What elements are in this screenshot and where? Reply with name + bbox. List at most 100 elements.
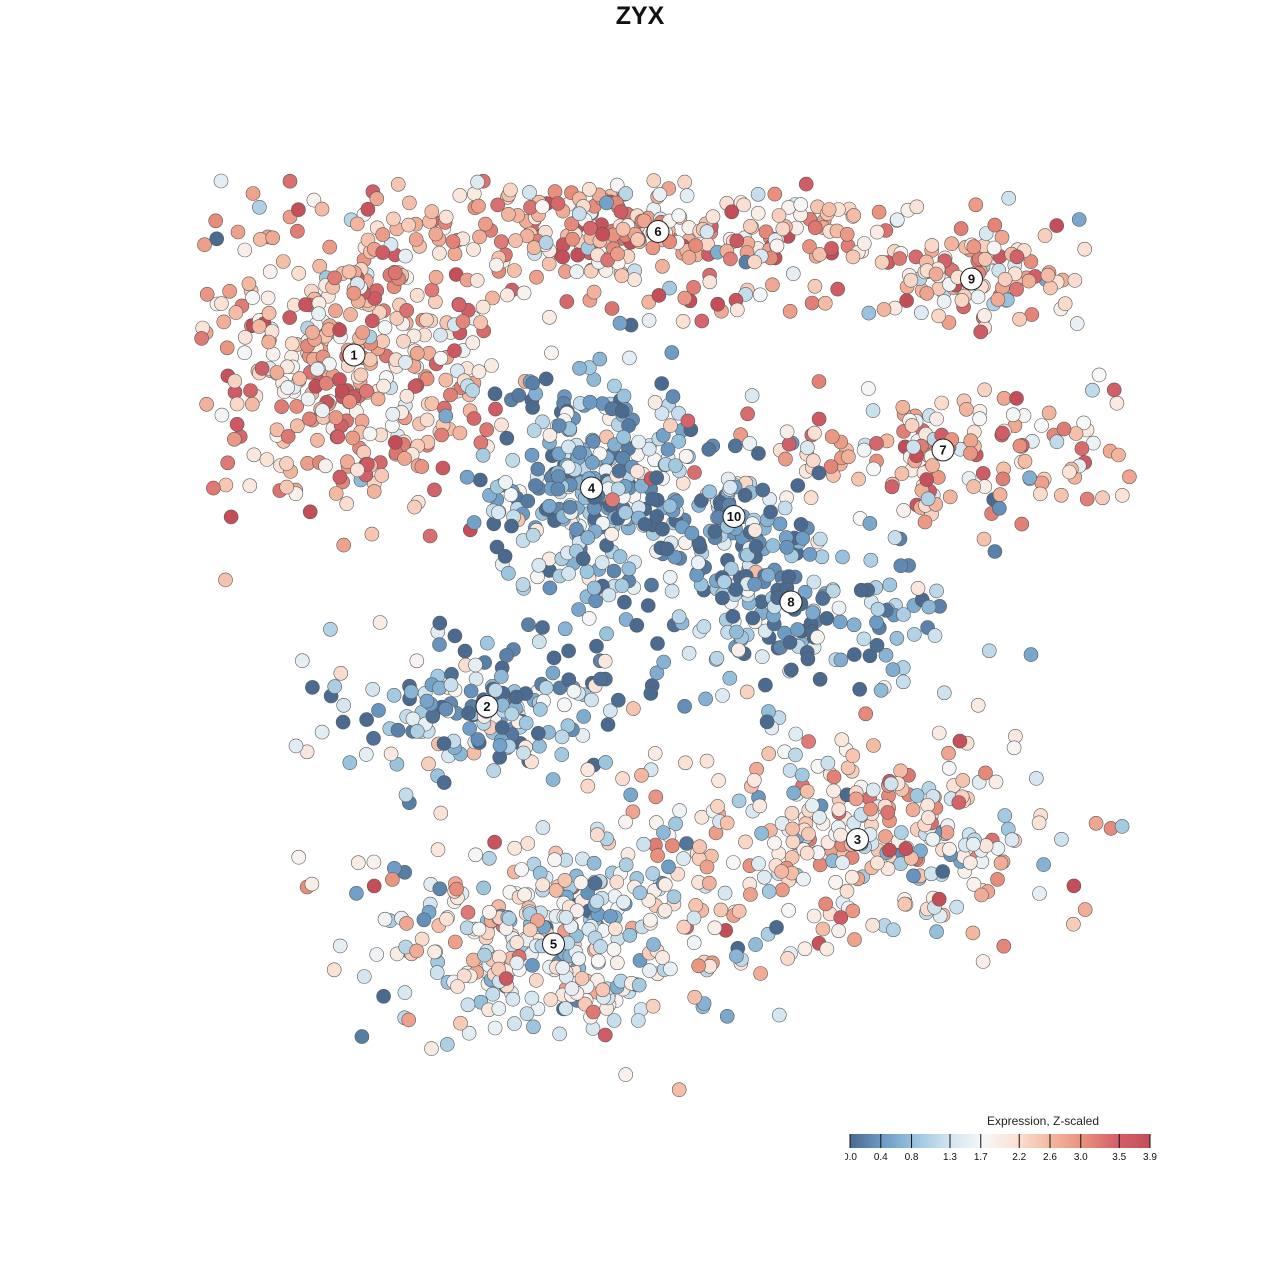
- cell-point: [570, 247, 585, 263]
- cell-point: [929, 583, 944, 599]
- cell-point: [612, 549, 628, 564]
- cell-point: [755, 482, 771, 498]
- cell-point: [716, 574, 732, 590]
- cell-point: [416, 912, 432, 928]
- cluster-label-text: 3: [854, 832, 861, 847]
- cell-point: [865, 782, 881, 798]
- cell-point: [878, 829, 893, 844]
- cell-point: [573, 875, 589, 890]
- cell-point: [666, 889, 682, 905]
- cell-point: [377, 320, 393, 335]
- cell-point: [814, 549, 830, 565]
- cell-point: [561, 643, 576, 659]
- cell-point: [586, 855, 602, 871]
- cell-point: [934, 395, 950, 411]
- cell-point: [649, 509, 665, 524]
- cell-point: [1031, 815, 1047, 831]
- cell-point: [869, 637, 885, 653]
- cluster-label-5: 5: [542, 932, 565, 956]
- cell-point: [581, 182, 597, 197]
- cell-point: [944, 236, 959, 251]
- cell-point: [477, 947, 492, 963]
- cell-point: [516, 285, 532, 301]
- cell-point: [630, 232, 646, 247]
- cell-point: [929, 411, 944, 427]
- cell-point: [365, 681, 381, 697]
- cell-point: [300, 391, 316, 407]
- cell-point: [909, 788, 925, 803]
- cell-point: [1021, 273, 1037, 289]
- cell-point: [581, 611, 597, 626]
- cell-point: [799, 845, 815, 861]
- cell-point: [761, 884, 777, 899]
- cell-point: [274, 399, 289, 415]
- cell-point: [544, 345, 559, 361]
- cell-point: [765, 538, 781, 553]
- cell-point: [659, 541, 675, 557]
- cell-point: [615, 771, 630, 787]
- cell-point: [871, 204, 887, 220]
- cell-point: [785, 821, 800, 837]
- cell-point: [719, 815, 735, 831]
- cell-point: [227, 431, 242, 447]
- cell-point: [758, 224, 774, 240]
- cell-point: [569, 903, 585, 919]
- cluster-label-text: 6: [654, 224, 661, 239]
- cell-point: [542, 309, 557, 325]
- cell-point: [389, 311, 405, 326]
- cell-point: [1014, 516, 1030, 532]
- cell-point: [662, 498, 678, 514]
- cell-point: [678, 448, 694, 464]
- cell-point: [342, 755, 358, 771]
- cell-point: [921, 599, 937, 615]
- cell-point: [597, 653, 613, 669]
- cell-point: [642, 912, 658, 928]
- cell-point: [345, 430, 361, 446]
- cell-point: [520, 493, 536, 509]
- cell-point: [863, 552, 879, 568]
- cell-point: [786, 785, 802, 801]
- cell-point: [424, 1041, 439, 1056]
- cell-point: [597, 1027, 613, 1043]
- cell-point: [254, 361, 270, 376]
- cell-point: [494, 720, 510, 735]
- cell-point: [862, 516, 878, 531]
- cell-point: [304, 876, 320, 892]
- cell-point: [974, 887, 989, 903]
- cell-point: [616, 429, 631, 445]
- cell-point: [375, 245, 391, 260]
- cell-point: [310, 432, 325, 448]
- cell-point: [731, 793, 747, 809]
- cell-point: [558, 1001, 574, 1016]
- cell-point: [988, 774, 1004, 790]
- cell-point: [812, 671, 828, 687]
- cell-point: [818, 896, 834, 912]
- cell-point: [403, 684, 419, 700]
- cell-point: [1076, 415, 1091, 431]
- cell-point: [571, 951, 587, 967]
- cell-point: [438, 209, 454, 225]
- cell-point: [314, 724, 330, 740]
- cluster-label-1: 1: [342, 343, 366, 367]
- cell-point: [498, 475, 513, 490]
- cell-point: [323, 621, 338, 637]
- legend-tick-label: 0.0: [845, 1152, 857, 1163]
- cell-point: [229, 396, 245, 412]
- cell-point: [779, 424, 795, 440]
- cell-point: [490, 505, 506, 520]
- cell-point: [572, 445, 588, 460]
- cell-point: [209, 231, 224, 247]
- cell-point: [846, 208, 862, 223]
- cell-point: [398, 787, 414, 803]
- cell-point: [618, 857, 634, 873]
- cell-point: [707, 524, 723, 539]
- cell-point: [702, 274, 718, 290]
- cell-point: [665, 389, 681, 404]
- cell-point: [472, 229, 487, 245]
- cell-point: [1023, 647, 1039, 662]
- cell-point: [486, 763, 502, 778]
- cell-point: [387, 435, 403, 450]
- cell-point: [346, 285, 362, 301]
- cell-point: [424, 204, 440, 219]
- legend-tick-label: 3.0: [1074, 1152, 1088, 1163]
